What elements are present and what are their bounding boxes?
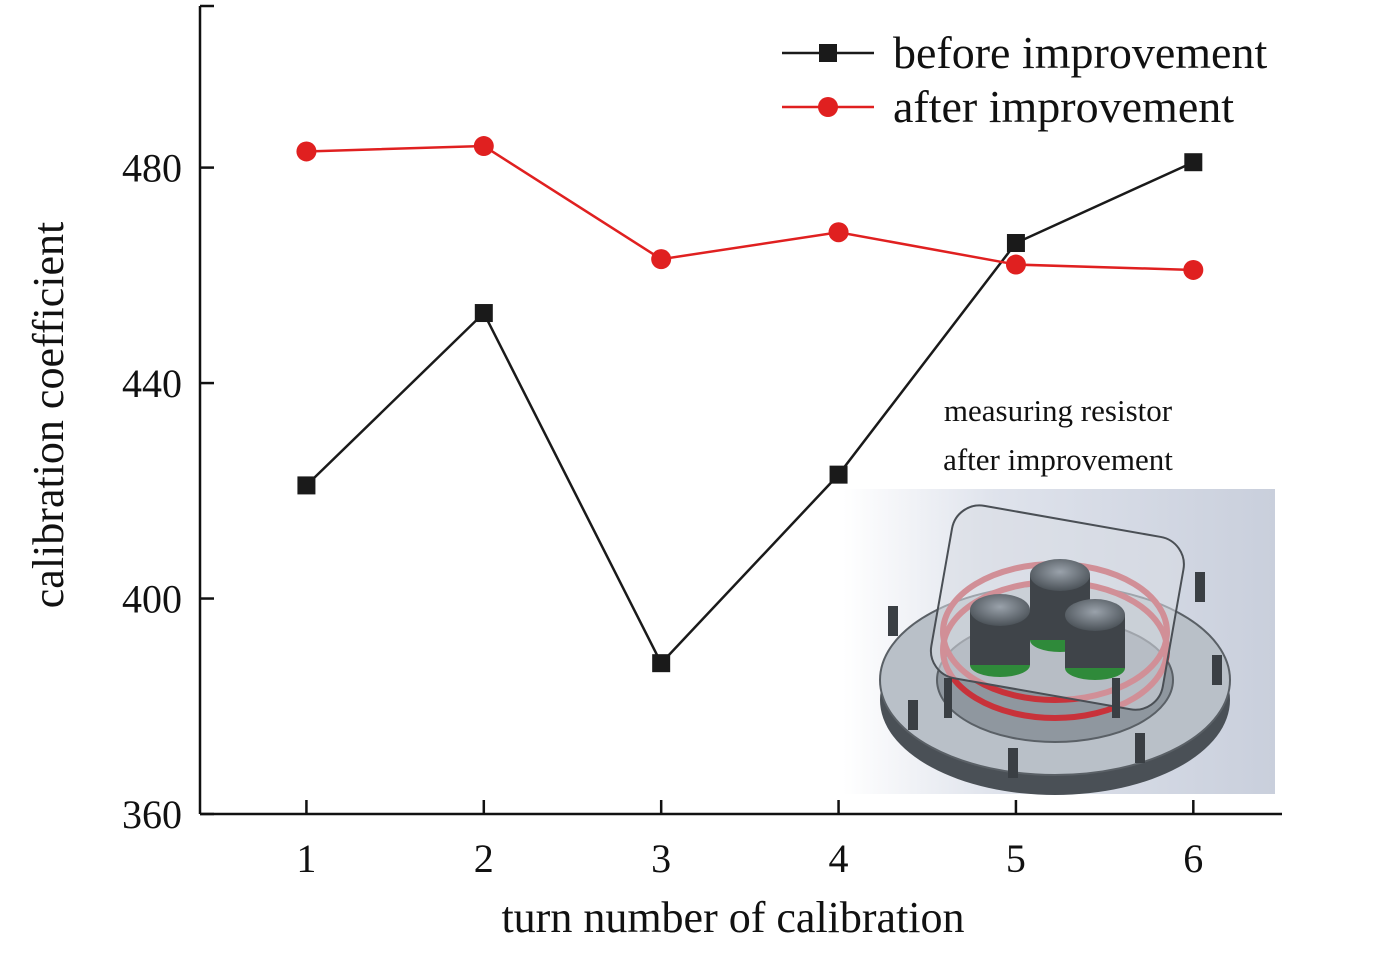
x-axis-title: turn number of calibration — [501, 893, 964, 942]
y-tick-label: 480 — [122, 146, 182, 191]
data-point-circle — [473, 136, 494, 157]
y-axis-title: calibration coefficient — [24, 222, 73, 608]
y-tick-label: 440 — [122, 361, 182, 406]
data-point-square — [1184, 153, 1203, 172]
legend-label: after improvement — [893, 81, 1234, 132]
data-point-square — [652, 654, 671, 673]
data-point-circle — [1183, 259, 1204, 280]
y-tick-label: 400 — [122, 577, 182, 622]
x-tick-label: 3 — [651, 836, 671, 881]
inset-resistor-image — [843, 489, 1275, 795]
x-tick-label: 6 — [1183, 836, 1203, 881]
legend-marker-circle — [818, 97, 838, 117]
x-tick-label: 4 — [829, 836, 849, 881]
series-line-1 — [305, 161, 1194, 666]
series-line-2 — [306, 144, 1194, 272]
data-point-circle — [828, 222, 849, 243]
x-tick-label: 1 — [296, 836, 316, 881]
x-tick-label: 2 — [474, 836, 494, 881]
series-layer — [296, 136, 1204, 673]
x-tick-label: 5 — [1006, 836, 1026, 881]
inset-caption-line2: after improvement — [943, 442, 1173, 477]
data-point-square — [1006, 234, 1025, 253]
data-point-circle — [651, 249, 672, 270]
data-point-square — [474, 304, 493, 323]
data-point-circle — [296, 141, 317, 162]
legend-marker-square — [819, 44, 837, 62]
data-point-square — [829, 465, 848, 484]
legend-label: before improvement — [893, 27, 1267, 78]
y-tick-label: 360 — [122, 792, 182, 837]
axes: 360 400 440 480 1 2 3 4 5 6 — [122, 4, 1282, 881]
inset-caption-line1: measuring resistor — [944, 393, 1173, 428]
data-point-square — [297, 476, 316, 495]
data-point-circle — [1005, 254, 1026, 275]
